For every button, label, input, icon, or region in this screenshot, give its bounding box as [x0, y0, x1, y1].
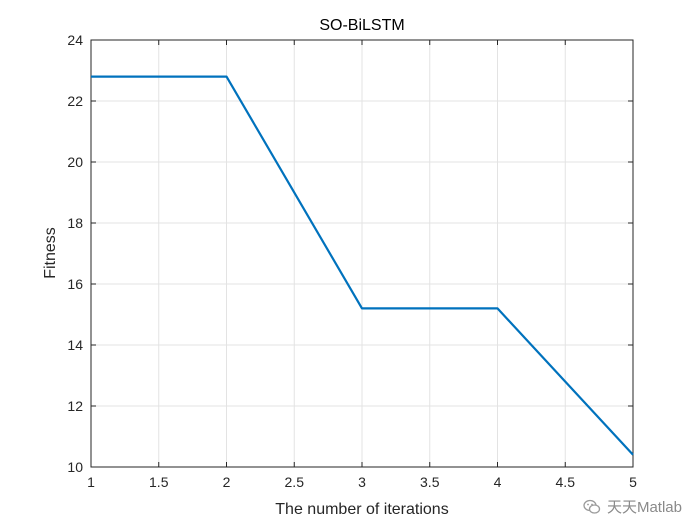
y-tick-label: 18: [67, 215, 83, 231]
y-tick-label: 10: [67, 459, 83, 475]
x-tick-label: 3: [358, 474, 366, 490]
watermark-text: 天天Matlab: [606, 499, 682, 516]
x-tick-label: 4: [494, 474, 502, 490]
x-tick-label: 1: [87, 474, 95, 490]
x-tick-labels: 1 1.5 2 2.5 3 3.5 4 4.5 5: [87, 474, 637, 490]
y-tick-label: 24: [67, 32, 83, 48]
x-tick-label: 4.5: [556, 474, 576, 490]
y-tick-label: 16: [67, 276, 83, 292]
watermark: 天天Matlab: [583, 496, 682, 517]
x-tick-label: 2: [223, 474, 231, 490]
series-line: [91, 75, 634, 456]
y-tick-label: 14: [67, 337, 83, 353]
x-tick-label: 5: [629, 474, 637, 490]
grid-lines: [90, 39, 634, 468]
y-tick-labels: 10 12 14 16 18 20 22 24: [67, 32, 83, 475]
x-tick-label: 2.5: [285, 474, 305, 490]
x-axis-label: The number of iterations: [275, 501, 448, 518]
chart-title: SO-BiLSTM: [319, 17, 404, 34]
y-tick-label: 22: [67, 93, 83, 109]
x-tick-label: 1.5: [149, 474, 169, 490]
axis-ticks: [90, 39, 634, 468]
y-tick-label: 12: [67, 398, 83, 414]
x-tick-label: 3.5: [420, 474, 440, 490]
y-tick-label: 20: [67, 154, 83, 170]
y-axis-label: Fitness: [42, 227, 59, 279]
series-group: [91, 75, 634, 456]
wechat-icon: [583, 499, 601, 514]
